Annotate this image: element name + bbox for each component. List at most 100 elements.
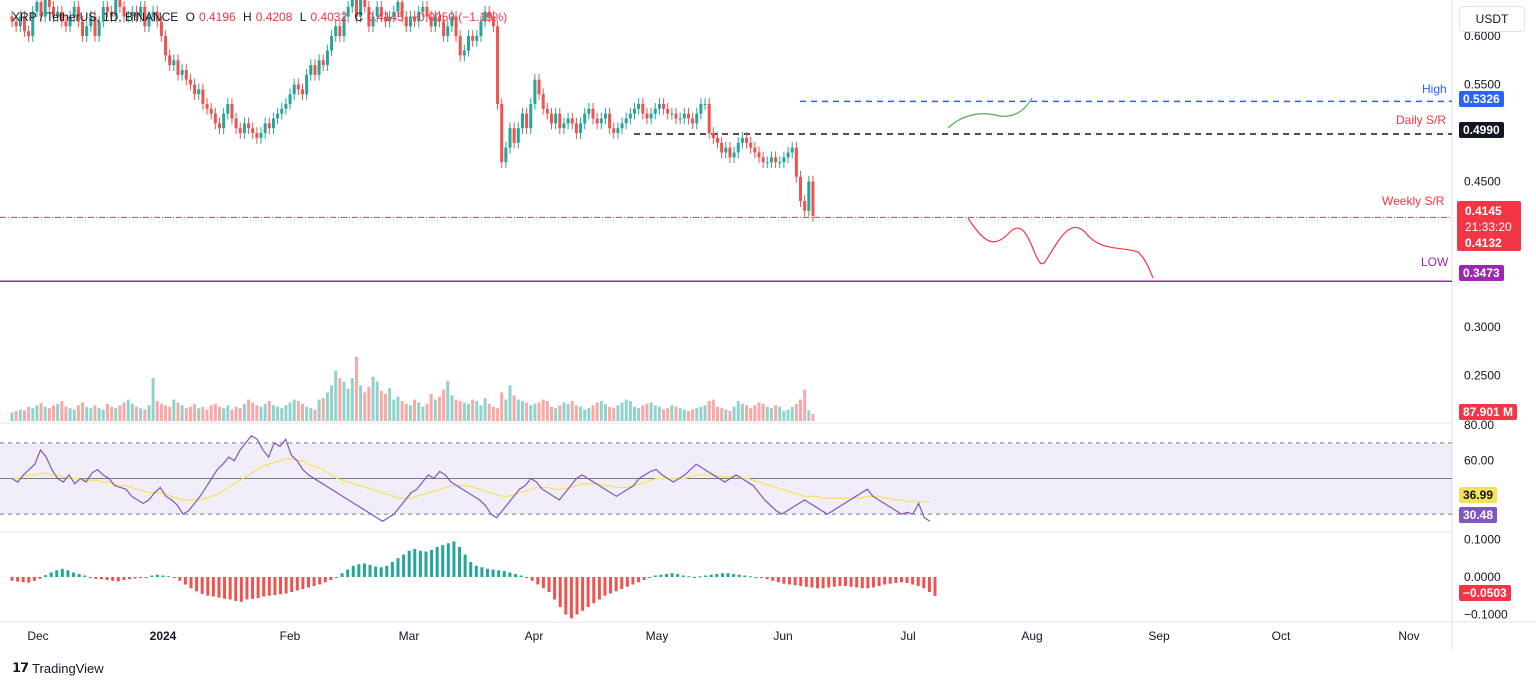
volume-bar (483, 398, 487, 421)
volume-bar (608, 406, 612, 421)
volume-bar (533, 403, 537, 421)
volume-bar (711, 399, 715, 421)
macd-bar (435, 547, 439, 577)
volume-bar (716, 406, 719, 421)
volume-bar (147, 405, 151, 421)
macd-bar (334, 577, 338, 578)
volume-bar (790, 406, 794, 421)
macd-bar (32, 577, 36, 581)
volume-bar (508, 385, 512, 421)
time-tick-label: Jul (900, 629, 915, 643)
macd-bar (144, 577, 148, 578)
candle-body (188, 79, 192, 85)
candle-body (363, 0, 367, 7)
candle-body (379, 6, 383, 17)
close-label: C (354, 10, 364, 24)
macd-bar (899, 577, 903, 583)
time-tick-label: Jun (773, 629, 792, 643)
macd-bar (374, 566, 378, 577)
volume-bar (242, 403, 246, 421)
candle-body (97, 21, 101, 36)
volume-bar (641, 405, 645, 421)
candle-body (612, 128, 616, 134)
candle-body (794, 147, 798, 177)
volume-bar (118, 405, 122, 421)
macd-bar (530, 577, 534, 581)
volume-bar (230, 409, 234, 421)
candle-body (168, 55, 172, 66)
volume-bar (280, 408, 284, 421)
volume-bar (749, 408, 753, 421)
volume-bar (529, 405, 533, 421)
current-price-box (1457, 201, 1521, 251)
candle-body (811, 181, 815, 217)
macd-bar (49, 572, 53, 577)
macd-bar (748, 576, 752, 578)
volume-bar (624, 399, 628, 421)
macd-bar (558, 577, 562, 607)
volume-bar (114, 408, 118, 421)
candle-body (292, 84, 296, 95)
macd-bar (776, 577, 780, 583)
volume-bar (396, 396, 400, 421)
volume-bar (81, 402, 85, 421)
weekly-sr-annotation: Weekly S/R (1382, 194, 1445, 208)
candle-body (550, 113, 553, 124)
time-tick-label: Nov (1398, 629, 1419, 643)
macd-bar (60, 568, 64, 577)
candle-body (437, 16, 441, 22)
macd-bar (418, 550, 422, 577)
volume-bar (657, 406, 661, 421)
volume-bar (475, 401, 479, 421)
volume-bar (392, 399, 396, 421)
symbol-label[interactable]: XRP / TetherUS, 1D, BINANCE (12, 10, 179, 24)
candle-body (255, 133, 259, 138)
volume-bar (745, 405, 749, 421)
macd-bar (161, 575, 165, 577)
rsi-line (11, 434, 931, 523)
volume-bar (122, 402, 126, 421)
volume-bar (682, 409, 686, 421)
candle-body (562, 123, 566, 129)
candle-body (251, 128, 255, 134)
macd-bar (894, 577, 898, 583)
macd-bar (306, 577, 310, 588)
symbol-header: XRP / TetherUS, 1D, BINANCE O 0.4196 H 0.4… (12, 10, 511, 24)
volume-bar (334, 371, 338, 421)
time-tick-label: Apr (525, 629, 544, 643)
volume-bar (27, 406, 31, 421)
candle-body (263, 123, 267, 134)
candle-body (313, 65, 317, 75)
volume-bar (288, 402, 292, 421)
volume-bar (226, 405, 230, 421)
candle-body (790, 147, 794, 153)
volume-bar (342, 381, 346, 421)
volume-bar (421, 406, 425, 421)
candle-body (184, 69, 188, 80)
low-annotation: LOW (1421, 255, 1449, 269)
macd-bar (396, 558, 400, 577)
volume-bar (330, 385, 334, 421)
macd-bar (295, 577, 299, 591)
candle-body (454, 16, 458, 36)
macd-bar (100, 577, 104, 580)
currency-button[interactable]: USDT (1459, 6, 1525, 32)
macd-bar (172, 577, 176, 578)
macd-bar (116, 577, 120, 582)
rsi-ma-tag: 36.99 (1459, 487, 1498, 503)
candle-body (429, 16, 433, 27)
time-tick-label: Feb (280, 629, 301, 643)
candle-body (504, 147, 508, 163)
macd-tick-label: 0.0000 (1464, 570, 1501, 584)
candle-body (388, 16, 392, 22)
macd-bar (55, 570, 59, 577)
candle-body (724, 147, 728, 153)
macd-bar (239, 577, 243, 602)
macd-bar (827, 577, 831, 588)
daily-sr-annotation: Daily S/R (1396, 113, 1447, 127)
macd-bar (597, 577, 601, 600)
candle-body (608, 113, 612, 129)
tradingview-branding[interactable]: 𝟭𝟳 TradingView (12, 660, 104, 676)
volume-bar (168, 406, 172, 421)
